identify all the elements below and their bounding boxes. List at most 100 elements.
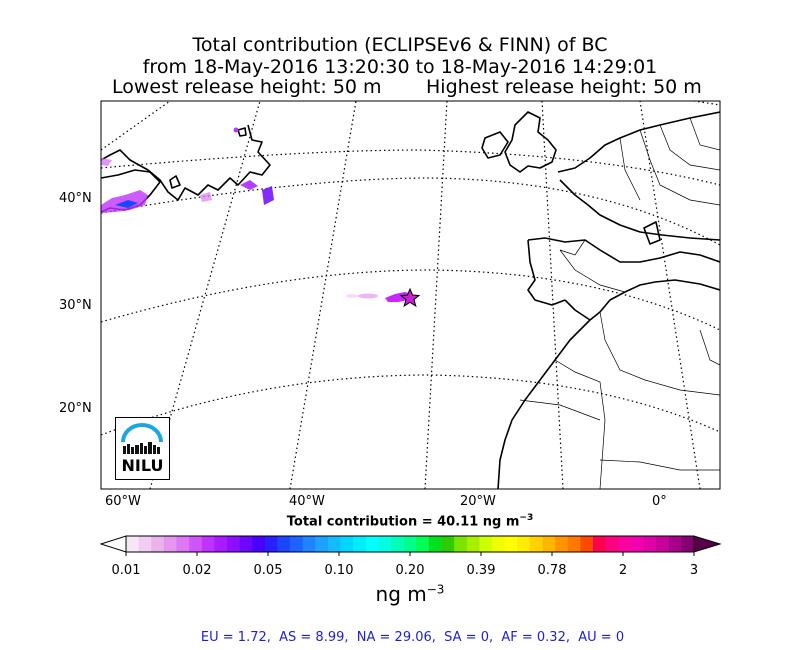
total-contribution-exponent: −3 — [519, 513, 534, 523]
meridian-60w — [101, 101, 171, 151]
lon-label-0: 0° — [652, 494, 667, 509]
nilu-logo: NILU — [115, 417, 170, 480]
highest-release-height: Highest release height: 50 m — [426, 76, 702, 98]
lowest-release-height: Lowest release height: 50 m — [112, 76, 382, 98]
colorbar-segment — [252, 536, 266, 552]
colorbar-segment — [264, 536, 279, 552]
nilu-logo-graphic — [121, 423, 163, 454]
colorbar-high-extension — [693, 535, 722, 553]
colorbar-segment — [441, 536, 455, 552]
colorbar-tick-label: 0.39 — [466, 563, 496, 578]
nilu-logo-text: NILU — [121, 456, 164, 475]
parallel-10n — [101, 374, 720, 436]
colorbar-segment — [454, 536, 468, 552]
colorbar-segment — [668, 536, 682, 552]
lon-label-20w: 20°W — [460, 494, 496, 509]
colorbar-segment — [593, 536, 607, 552]
colorbar-ticks — [125, 552, 695, 556]
colorbar-segment — [138, 536, 152, 552]
colorbar-segment — [479, 536, 493, 552]
europe-coast — [557, 111, 720, 241]
colorbar-tick-label: 3 — [689, 563, 699, 578]
colorbar-segment — [492, 536, 506, 552]
lat-label-30n: 30°N — [59, 298, 92, 313]
lat-label-20n: 20°N — [59, 401, 92, 416]
colorbar-segment — [327, 536, 342, 552]
total-contribution-text: Total contribution = 40.11 ng m — [286, 514, 520, 530]
colorbar-segment — [340, 536, 354, 552]
meridian-40w — [289, 101, 357, 489]
map-content — [101, 101, 720, 489]
colorbar-segment — [517, 536, 531, 552]
colorbar-segment — [176, 536, 190, 552]
colorbar-segment — [555, 536, 569, 552]
colorbar-segment — [391, 536, 405, 552]
colorbar-segment — [605, 536, 619, 552]
colorbar-segment — [567, 536, 581, 552]
colorbar-segment — [504, 536, 518, 552]
meridian-20w — [541, 101, 564, 489]
colorbar-segment — [580, 536, 594, 552]
ireland-coast — [481, 131, 509, 159]
colorbar-unit-label: ng m−3 — [0, 582, 800, 606]
colorbar-segment — [466, 536, 481, 552]
colorbar-low-extension — [99, 535, 127, 553]
colorbar — [99, 535, 722, 556]
africa-coast — [497, 279, 720, 489]
colorbar-segment — [630, 536, 645, 552]
colorbar-tick-label: 0.78 — [537, 563, 567, 578]
colorbar-segment — [365, 536, 380, 552]
colorbar-segment — [226, 536, 241, 552]
colorbar-segment — [214, 536, 228, 552]
islands — [169, 127, 247, 189]
total-contribution-label: Total contribution = 40.11 ng m−3 — [0, 513, 800, 529]
colorbar-segment — [542, 536, 556, 552]
parallel-30n — [101, 177, 720, 246]
colorbar-segment — [315, 536, 329, 552]
colorbar-segment — [416, 536, 430, 552]
britain-coast — [504, 111, 557, 173]
colorbar-segment — [403, 536, 417, 552]
colorbar-segment — [201, 536, 215, 552]
regional-contributions: EU = 1.72, AS = 8.99, NA = 29.06, SA = 0… — [200, 630, 625, 645]
title-line-2: from 18-May-2016 13:20:30 to 18-May-2016… — [142, 56, 658, 78]
colorbar-tick-label: 2 — [618, 563, 628, 578]
iberia-coast — [527, 237, 720, 306]
colorbar-segment — [529, 536, 544, 552]
colorbar-segment — [290, 536, 304, 552]
meridian-10w — [639, 101, 701, 489]
colorbar-segment — [302, 536, 316, 552]
colorbar-segment — [239, 536, 253, 552]
concentration-plume — [101, 127, 412, 302]
title-line-1: Total contribution (ECLIPSEv6 & FINN) of… — [192, 34, 608, 56]
lon-label-60w: 60°W — [105, 494, 141, 509]
colorbar-segment — [189, 536, 203, 552]
newfoundland-coast — [101, 124, 271, 201]
star-marker — [399, 287, 421, 308]
colorbar-segment — [277, 536, 291, 552]
colorbar-segment — [378, 536, 392, 552]
graticule — [101, 101, 720, 489]
coastlines — [101, 111, 720, 489]
colorbar-tick-label: 0.20 — [395, 563, 425, 578]
colorbar-segment — [428, 536, 443, 552]
meridian-30w — [424, 101, 448, 489]
colorbar-segments — [126, 536, 695, 552]
colorbar-tick-label: 0.01 — [111, 563, 141, 578]
colorbar-segment — [656, 536, 670, 552]
colorbar-segment — [618, 536, 632, 552]
colorbar-tick-label: 0.05 — [253, 563, 283, 578]
unit-exponent: −3 — [426, 582, 445, 597]
colorbar-segment — [163, 536, 178, 552]
colorbar-tick-label: 0.02 — [182, 563, 212, 578]
lon-label-40w: 40°W — [289, 494, 325, 509]
parallel-40n — [101, 149, 720, 186]
colorbar-segment — [126, 536, 140, 552]
colorbar-segment — [643, 536, 657, 552]
lat-label-40n: 40°N — [59, 191, 92, 206]
colorbar-segment — [681, 536, 695, 552]
colorbar-tick-label: 0.10 — [324, 563, 354, 578]
country-borders — [519, 117, 720, 489]
colorbar-segment — [353, 536, 367, 552]
